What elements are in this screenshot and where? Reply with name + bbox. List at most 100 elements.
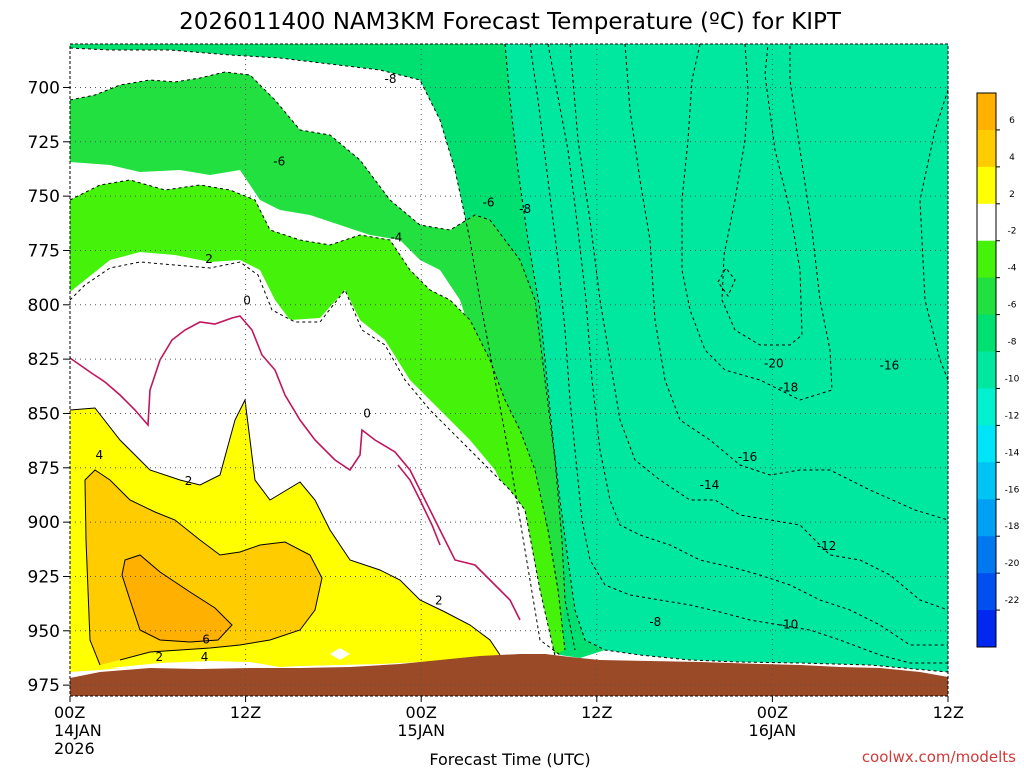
colorbar-swatch	[977, 536, 996, 574]
x-axis-label: Forecast Time (UTC)	[429, 750, 590, 768]
zero-contour-upper	[69, 315, 521, 621]
contour-neg4	[69, 179, 566, 651]
y-tick-label: 925	[28, 567, 60, 587]
colorbar-label: -2	[1008, 227, 1017, 237]
y-tick-label: 825	[28, 350, 60, 370]
y-tick-label: 800	[28, 296, 60, 316]
colorbar-swatch	[977, 240, 996, 279]
x-tick-label: 00Z	[757, 703, 788, 722]
colorbar-swatch	[977, 388, 996, 426]
band-cold-8-6	[70, 44, 605, 658]
zero-contours	[69, 315, 521, 621]
y-tick-label: 725	[28, 133, 60, 153]
contour-label: -16	[880, 359, 900, 373]
contour-6	[121, 554, 233, 643]
x-tick-label: 16JAN	[749, 721, 797, 740]
contour-label: -4	[390, 230, 402, 244]
cold-contours	[69, 43, 949, 673]
colorbar-label: -4	[1008, 264, 1017, 274]
credit-text: coolwx.com/modelts	[862, 748, 1016, 766]
contour-neg14	[547, 43, 948, 646]
contour-label: 2	[155, 650, 163, 664]
x-tick-label: 00Z	[54, 703, 85, 722]
y-axis: 700 725 750 775 800 825 850 875 900 925 950 975	[28, 78, 70, 696]
contour-neg10	[504, 43, 949, 673]
colorbar-frame	[976, 92, 997, 648]
x-tick-label: 14JAN	[54, 721, 102, 740]
colorbar-swatch	[977, 129, 996, 168]
colorbar-label: -20	[1005, 559, 1020, 569]
colorbar-label: 4	[1009, 153, 1015, 163]
colorbar-label: -12	[1005, 411, 1020, 421]
pocket-near-surface-a	[110, 661, 285, 668]
contour-neg22	[721, 43, 803, 346]
x-tick-label: 2026	[54, 739, 95, 758]
contour-label: -20	[764, 356, 784, 370]
colorbar-label: 2	[1009, 190, 1015, 200]
contour-neg16-upper	[919, 89, 949, 381]
y-tick-label: 700	[28, 78, 60, 98]
colorbar-swatch	[977, 573, 996, 611]
colorbar-swatch	[977, 203, 996, 242]
colorbar-swatch	[977, 610, 996, 648]
contour-label: -18	[779, 380, 799, 394]
chart-title: 2026011400 NAM3KM Forecast Temperature (…	[179, 9, 842, 35]
contour-label: -16	[738, 450, 758, 464]
y-tick-label: 750	[28, 187, 60, 207]
colorbar-label: -22	[1005, 596, 1020, 606]
y-tick-label: 775	[28, 241, 60, 261]
contour-4	[84, 469, 323, 666]
colorbar-label: -14	[1005, 448, 1020, 458]
contour-2	[69, 398, 501, 656]
contour-labels: -8 -6 -6 -8 -4 2 0 0 4 2 -14 -16 -18 -20 -16 -12 -10 -8 2 6…	[95, 72, 899, 664]
colorbar-swatch	[977, 425, 996, 463]
contour-label: 6	[202, 632, 210, 646]
contour-label: -8	[384, 72, 396, 86]
colorbar-swatch	[977, 93, 996, 131]
x-tick-label: 12Z	[581, 703, 612, 722]
contour-label: -6	[273, 154, 285, 168]
x-tick-label: 00Z	[406, 703, 437, 722]
colorbar-swatch	[977, 314, 996, 353]
contour-label: 2	[205, 252, 213, 266]
contour-label: 4	[95, 448, 103, 462]
pocket-near-surface-b	[330, 648, 350, 660]
x-tick-label: 12Z	[933, 703, 964, 722]
contour-label: 4	[201, 650, 209, 664]
colorbar-label: 6	[1009, 116, 1015, 126]
contour-label: -12	[817, 539, 837, 553]
contour-label: 0	[243, 293, 251, 307]
terrain	[70, 654, 948, 696]
colorbar-label: -10	[1005, 374, 1020, 384]
colorbar-swatch	[977, 277, 996, 316]
y-tick-label: 975	[28, 676, 60, 696]
band-cold-4-2	[70, 180, 565, 655]
colorbar-label: -16	[1005, 485, 1020, 495]
contour-neg20	[681, 43, 833, 401]
colorbar: 6 4 2 -2 -4 -6 -8 -10 -12 -14 -16 -18 -20 -22	[976, 92, 1020, 648]
plot-area: -8 -6 -6 -8 -4 2 0 0 4 2 -14 -16 -18 -20 -16 -12 -10 -8 2 6…	[69, 43, 949, 697]
colorbar-swatch	[977, 351, 996, 389]
contour-label: -6	[483, 196, 495, 210]
colorbar-label: -8	[1008, 338, 1017, 348]
contour-label: 2	[435, 593, 443, 607]
contour-neg24-pocket	[717, 267, 736, 298]
contour-label: -8	[519, 202, 531, 216]
contour-neg8	[69, 47, 561, 656]
y-tick-label: 875	[28, 459, 60, 479]
y-tick-label: 950	[28, 622, 60, 642]
contour-label: -14	[700, 478, 720, 492]
zero-contour-lower	[397, 464, 441, 546]
warm-contours	[69, 398, 501, 666]
contour-neg12	[529, 43, 948, 664]
x-tick-label: 12Z	[230, 703, 261, 722]
contour-neg18	[624, 43, 949, 521]
band-warm-6-8	[122, 555, 232, 642]
contour-label: -8	[649, 615, 661, 629]
band-cold-6-4	[70, 72, 565, 655]
contour-label: -10	[779, 617, 799, 631]
y-tick-label: 900	[28, 513, 60, 533]
contour-neg2	[69, 261, 556, 657]
